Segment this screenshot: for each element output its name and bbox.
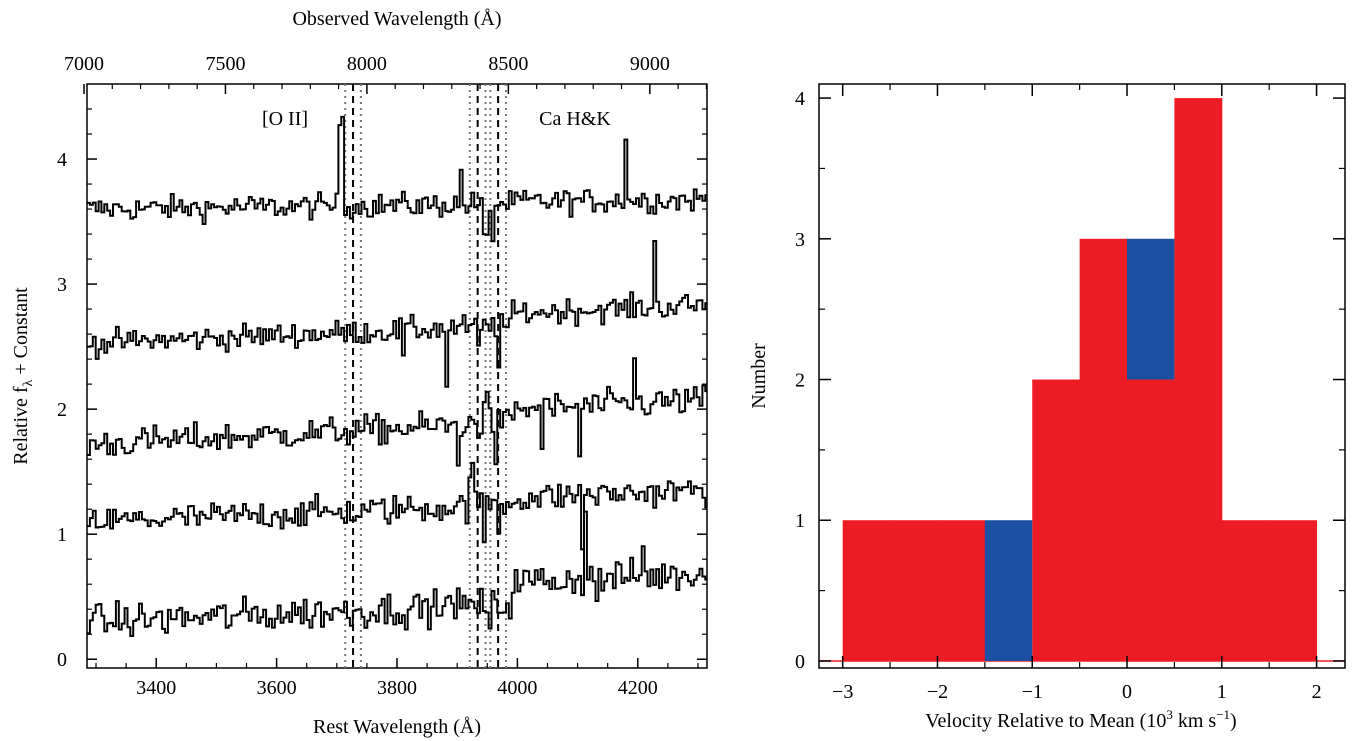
hist-x-tick-label-1: −2 — [927, 681, 948, 703]
histogram-plot-frame — [818, 83, 1346, 669]
spectra-panel: 3400 3600 3800 4000 4200 7000 7500 8000 8500 9000… — [10, 8, 708, 738]
bar-red-2 — [937, 520, 986, 661]
spectra-axes: 3400 3600 3800 4000 4200 7000 7500 8000 8500 9000… — [57, 53, 707, 699]
y-tick-label-1: 1 — [57, 524, 67, 546]
spectrum-4 — [87, 510, 707, 637]
spectrum-2 — [87, 357, 707, 467]
hist-y-tick-label-0: 0 — [795, 651, 805, 673]
bar-red-3 — [1032, 379, 1081, 661]
bar-blue-1 — [1127, 238, 1175, 380]
top-tick-label-1: 7500 — [205, 53, 245, 75]
histogram-x-label-part3: ) — [1230, 710, 1237, 732]
y-axis-label-subscript: λ — [21, 379, 36, 386]
y-axis-label: Relative fλ + Constant — [10, 287, 36, 465]
bar-blue-0 — [984, 520, 1033, 661]
spectrum-1 — [87, 240, 707, 388]
spectra-content — [87, 84, 707, 668]
spectrum-0 — [87, 115, 707, 243]
histogram-x-label-superscript2: −1 — [1216, 707, 1230, 722]
annotation-oii: [O II] — [262, 108, 308, 130]
bar-red-1 — [890, 520, 938, 661]
hist-x-tick-label-0: −3 — [832, 681, 853, 703]
x-tick-label-2: 3800 — [377, 677, 417, 699]
histogram-x-label-superscript1: 3 — [1166, 707, 1173, 722]
hist-y-tick-label-3: 3 — [795, 229, 805, 251]
spectrum-3 — [87, 461, 707, 551]
bar-red-6 — [1174, 98, 1223, 661]
x-tick-label-0: 3400 — [136, 677, 176, 699]
x-tick-label-1: 3600 — [257, 677, 297, 699]
histogram-x-label-part2: km s — [1173, 710, 1217, 732]
histogram-x-label-part1: Velocity Relative to Mean (10 — [925, 710, 1166, 732]
top-tick-label-4: 9000 — [630, 53, 670, 75]
hist-x-tick-label-2: −1 — [1022, 681, 1043, 703]
y-tick-label-2: 2 — [57, 399, 67, 421]
hist-x-tick-label-5: 2 — [1312, 681, 1322, 703]
y-axis-label-rest: + Constant — [10, 287, 32, 380]
top-axis-label: Observed Wavelength (Å) — [292, 8, 501, 30]
hist-y-tick-label-4: 4 — [795, 88, 805, 110]
x-tick-label-4: 4200 — [618, 677, 658, 699]
top-tick-label-3: 8500 — [488, 53, 528, 75]
histogram-panel: −3 −2 −1 0 1 2 0 1 2 3 4 Number Velocity Relative … — [748, 83, 1346, 732]
histogram-y-axis-label: Number — [748, 343, 770, 409]
y-tick-label-3: 3 — [57, 274, 67, 296]
hist-x-tick-label-4: 1 — [1217, 681, 1227, 703]
bar-red-5 — [1127, 379, 1175, 661]
x-axis-label: Rest Wavelength (Å) — [313, 716, 481, 738]
y-tick-label-0: 0 — [57, 649, 67, 671]
spectra-plot-frame — [86, 83, 708, 669]
hist-y-tick-label-2: 2 — [795, 370, 805, 392]
histogram-x-axis-label: Velocity Relative to Mean (103 km s−1) — [925, 707, 1236, 732]
y-tick-label-4: 4 — [57, 149, 67, 171]
y-axis-label-main: Relative f — [10, 386, 32, 465]
histogram-axes: −3 −2 −1 0 1 2 0 1 2 3 4 — [795, 84, 1345, 703]
bar-red-8 — [1269, 520, 1318, 661]
x-tick-label-3: 4000 — [497, 677, 537, 699]
top-tick-label-2: 8000 — [347, 53, 387, 75]
bar-red-0 — [842, 520, 891, 661]
annotation-cahk: Ca H&K — [539, 108, 611, 130]
hist-x-tick-label-3: 0 — [1122, 681, 1132, 703]
histogram-bars — [819, 98, 1345, 662]
bar-red-7 — [1221, 520, 1270, 661]
hist-y-tick-label-1: 1 — [795, 510, 805, 532]
top-tick-label-0: 7000 — [64, 53, 104, 75]
bar-red-4 — [1079, 238, 1128, 661]
